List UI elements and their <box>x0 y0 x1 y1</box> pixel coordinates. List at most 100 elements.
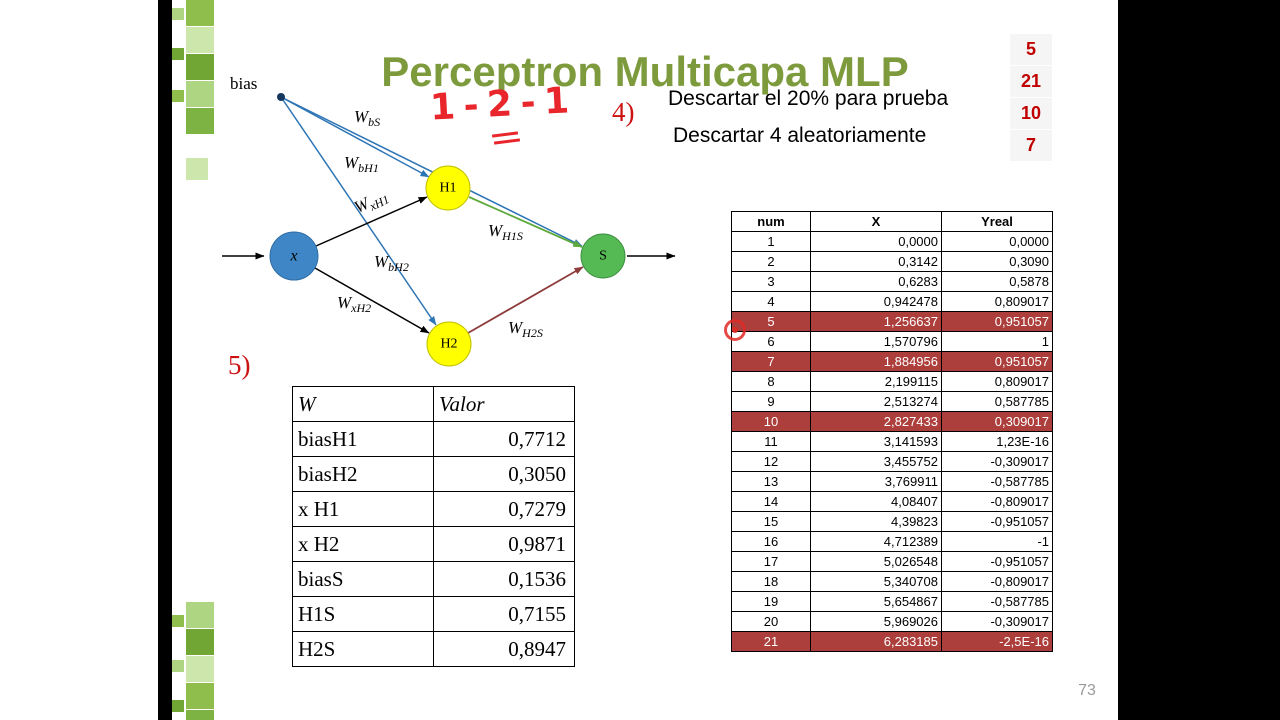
green-square <box>186 629 214 655</box>
slide-edge-decoration <box>172 0 218 720</box>
green-square <box>186 683 214 709</box>
green-square <box>186 710 214 720</box>
green-square <box>186 656 214 682</box>
num-cell: 12 <box>731 451 811 472</box>
weights-table-header-row: W Valor <box>292 386 575 422</box>
x-cell: 5,026548 <box>810 551 942 572</box>
weights-table-row: biasS 0,1536 <box>292 561 575 597</box>
x-cell: 2,827433 <box>810 411 942 432</box>
weight-name-cell: x H2 <box>292 526 434 562</box>
data-table-row: 17 5,026548 -0,951057 <box>731 551 1053 572</box>
node-s-label: S <box>599 249 607 264</box>
weight-name-cell: H1S <box>292 596 434 632</box>
data-table-row: 11 3,141593 1,23E-16 <box>731 431 1053 452</box>
x-cell: 3,141593 <box>810 431 942 452</box>
green-square <box>186 108 214 134</box>
edge-x-h1 <box>315 196 428 247</box>
handwritten-annotation: 1 - 2 - 1 <box>429 80 569 129</box>
num-cell: 16 <box>731 531 811 552</box>
green-square <box>172 700 184 712</box>
node-x-label: x <box>289 248 297 265</box>
green-square <box>186 602 214 628</box>
weights-table-row: H2S 0,8947 <box>292 631 575 667</box>
slide-title: Perceptron Multicapa MLP <box>381 48 909 96</box>
x-cell: 0,6283 <box>810 271 942 292</box>
yreal-cell: -0,587785 <box>941 591 1053 612</box>
weights-table-header-w: W <box>292 386 434 422</box>
weights-table-row: biasH2 0,3050 <box>292 456 575 492</box>
data-table-row: 7 1,884956 0,951057 <box>731 351 1053 372</box>
green-square <box>186 158 208 180</box>
note-discard-4: Descartar 4 aleatoriamente <box>673 124 927 147</box>
yreal-cell: 0,309017 <box>941 411 1053 432</box>
x-cell: 4,712389 <box>810 531 942 552</box>
x-cell: 0,942478 <box>810 291 942 312</box>
edge-h1-s <box>468 196 583 248</box>
data-table-row: 20 5,969026 -0,309017 <box>731 611 1053 632</box>
neural-network-diagram: x H1 H2 S bias WbS WbH1 WxH1 WH1S WbH2 W… <box>222 74 676 367</box>
green-square <box>186 27 214 53</box>
green-square <box>186 81 214 107</box>
weight-value-cell: 0,1536 <box>433 561 575 597</box>
x-cell: 3,455752 <box>810 451 942 472</box>
discarded-row-number: 7 <box>1010 130 1052 161</box>
yreal-cell: -2,5E-16 <box>941 631 1053 652</box>
node-h2 <box>426 321 472 367</box>
node-s <box>580 233 626 279</box>
weights-table-row: x H1 0,7279 <box>292 491 575 527</box>
x-cell: 3,769911 <box>810 471 942 492</box>
note-discard-20: Descartar el 20% para prueba <box>668 87 949 110</box>
weight-label-bh2: WbH2 <box>374 252 409 274</box>
weight-value-cell: 0,3050 <box>433 456 575 492</box>
data-table-row: 1 0,0000 0,0000 <box>731 231 1053 252</box>
yreal-cell: -0,809017 <box>941 571 1053 592</box>
num-cell: 14 <box>731 491 811 512</box>
discarded-rows-list: 5 21 10 7 <box>1010 34 1052 162</box>
num-cell: 3 <box>731 271 811 292</box>
green-square <box>186 0 214 26</box>
pointer-highlight-ring <box>724 319 746 341</box>
weight-label-h2s: WH2S <box>508 318 543 340</box>
x-cell: 2,199115 <box>810 371 942 392</box>
weight-value-cell: 0,7155 <box>433 596 575 632</box>
data-table-row: 5 1,256637 0,951057 <box>731 311 1053 332</box>
discarded-row-number: 21 <box>1010 66 1052 97</box>
edge-bias-h2 <box>280 96 437 326</box>
green-square <box>172 615 184 627</box>
weight-value-cell: 0,8947 <box>433 631 575 667</box>
weight-name-cell: x H1 <box>292 491 434 527</box>
yreal-cell: 1 <box>941 331 1053 352</box>
green-square <box>172 660 184 672</box>
num-cell: 8 <box>731 371 811 392</box>
green-square <box>172 8 184 20</box>
yreal-cell: 0,951057 <box>941 351 1053 372</box>
edge-bias-h1 <box>280 96 430 178</box>
weight-value-cell: 0,9871 <box>433 526 575 562</box>
yreal-cell: 0,809017 <box>941 291 1053 312</box>
bias-node <box>277 93 285 101</box>
weights-table-row: H1S 0,7155 <box>292 596 575 632</box>
weight-value-cell: 0,7279 <box>433 491 575 527</box>
weight-name-cell: H2S <box>292 631 434 667</box>
yreal-cell: -0,809017 <box>941 491 1053 512</box>
edge-bias-s <box>280 96 583 247</box>
yreal-cell: -0,951057 <box>941 551 1053 572</box>
weight-label-xh1: WxH1 <box>351 185 391 220</box>
yreal-cell: 0,809017 <box>941 371 1053 392</box>
yreal-cell: 0,587785 <box>941 391 1053 412</box>
num-cell: 7 <box>731 351 811 372</box>
x-cell: 0,0000 <box>810 231 942 252</box>
bias-label: bias <box>230 74 257 93</box>
weights-table: W Valor biasH1 0,7712 biasH2 0,3050 x H1 0,72… <box>292 386 575 667</box>
yreal-cell: 0,5878 <box>941 271 1053 292</box>
page-number: 73 <box>1078 682 1096 699</box>
num-cell: 15 <box>731 511 811 532</box>
weight-label-bs: WbS <box>354 107 380 129</box>
item-4-label: 4) <box>612 97 635 127</box>
x-cell: 0,3142 <box>810 251 942 272</box>
x-cell: 1,256637 <box>810 311 942 332</box>
data-table-header-yreal: Yreal <box>941 211 1053 232</box>
node-x <box>269 231 319 281</box>
green-square <box>172 48 184 60</box>
data-table-header-num: num <box>731 211 811 232</box>
